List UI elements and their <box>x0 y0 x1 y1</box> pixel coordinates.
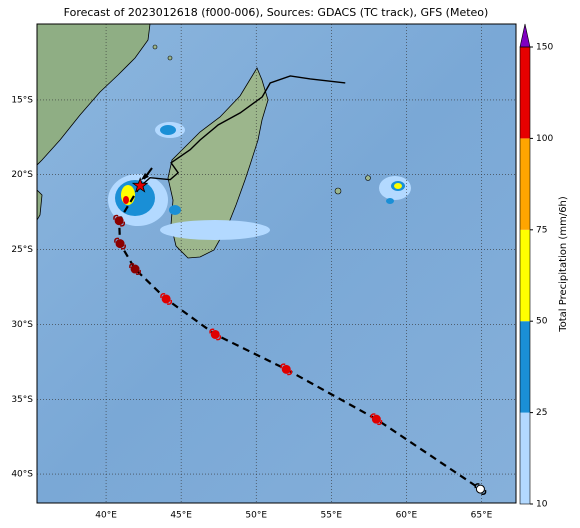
motion-arrow-head <box>141 173 149 180</box>
colorbar-tick-label: 25 <box>536 408 547 418</box>
lon-tick-label: 50°E <box>245 511 267 521</box>
storm-arm <box>113 214 119 220</box>
storm-arm <box>119 221 126 227</box>
storm-marker <box>160 293 173 305</box>
frame <box>36 23 517 504</box>
island <box>167 55 173 61</box>
past-track <box>141 75 346 186</box>
madagascar <box>167 67 269 259</box>
storm-arm <box>160 293 166 299</box>
storm-center <box>281 364 291 374</box>
island <box>334 187 342 195</box>
storm-arm <box>481 489 487 495</box>
island <box>365 175 371 181</box>
colorbar-segment <box>520 229 530 322</box>
storm-center <box>115 239 125 249</box>
storm-marker <box>209 328 222 341</box>
storm-marker <box>370 413 383 426</box>
colorbar-tick-label: 50 <box>536 317 548 327</box>
lat-tick-label: 25°S <box>11 245 33 255</box>
lat-tick-label: 20°S <box>11 170 33 180</box>
storm-arm <box>135 269 141 275</box>
title: Forecast of 2023012618 (f000-006), Sourc… <box>64 6 489 19</box>
storm-arm <box>377 420 383 426</box>
colorbar-extension <box>519 23 531 48</box>
lon-tick-label: 40°E <box>95 511 117 521</box>
storm-center <box>114 216 124 226</box>
map <box>37 24 516 503</box>
storm-marker <box>129 263 141 275</box>
tracks <box>113 75 487 495</box>
colorbar-tick-label: 100 <box>536 134 553 144</box>
lat-tick-label: 15°S <box>11 95 33 105</box>
lon-tick-label: 55°E <box>320 511 342 521</box>
current-position <box>131 176 149 193</box>
lat-tick-label: 40°S <box>11 470 33 480</box>
lon-tick-label: 65°E <box>471 511 493 521</box>
colorbar-frame <box>519 46 531 505</box>
colorbar-tick-label: 75 <box>536 225 547 235</box>
colorbar: 10 25 50 75 100 150 <box>519 23 553 510</box>
storm-arm <box>474 483 480 489</box>
storm-center <box>475 484 485 494</box>
island <box>152 44 158 50</box>
colorbar-segment <box>520 321 530 413</box>
colorbar-tick-label: 10 <box>536 500 548 510</box>
storm-arm <box>114 237 120 243</box>
lat-tick-label: 30°S <box>11 320 33 330</box>
colorbar-tick-label: 150 <box>536 43 553 53</box>
lon-tick-label: 45°E <box>170 511 192 521</box>
colorbar-segment <box>520 47 530 139</box>
lon-tick-label: 60°E <box>396 511 418 521</box>
storm-arm <box>370 413 376 419</box>
storm-center <box>210 329 220 339</box>
storm-arm <box>129 263 135 269</box>
storm-marker <box>113 214 126 227</box>
colorbar-label: Total Precipitation (mm/6h) <box>558 196 569 333</box>
storm-arm <box>280 363 286 369</box>
colorbar-segment <box>520 412 530 504</box>
africa <box>37 24 151 166</box>
ocean <box>37 24 516 503</box>
storm-arm <box>287 370 293 376</box>
storm-center <box>371 414 381 424</box>
storm-center <box>161 294 171 304</box>
colorbar-segment <box>520 138 530 230</box>
storm-arm <box>209 328 215 334</box>
storm-marker <box>474 483 487 495</box>
storm-marker <box>114 237 126 250</box>
storm-arm <box>166 299 173 305</box>
graticule <box>37 24 516 503</box>
storm-center <box>130 264 140 274</box>
lat-tick-label: 35°S <box>11 395 33 405</box>
storm-arm <box>120 244 126 250</box>
storm-arm <box>216 335 222 341</box>
storm-marker <box>280 363 293 376</box>
africa-coast <box>37 189 43 221</box>
